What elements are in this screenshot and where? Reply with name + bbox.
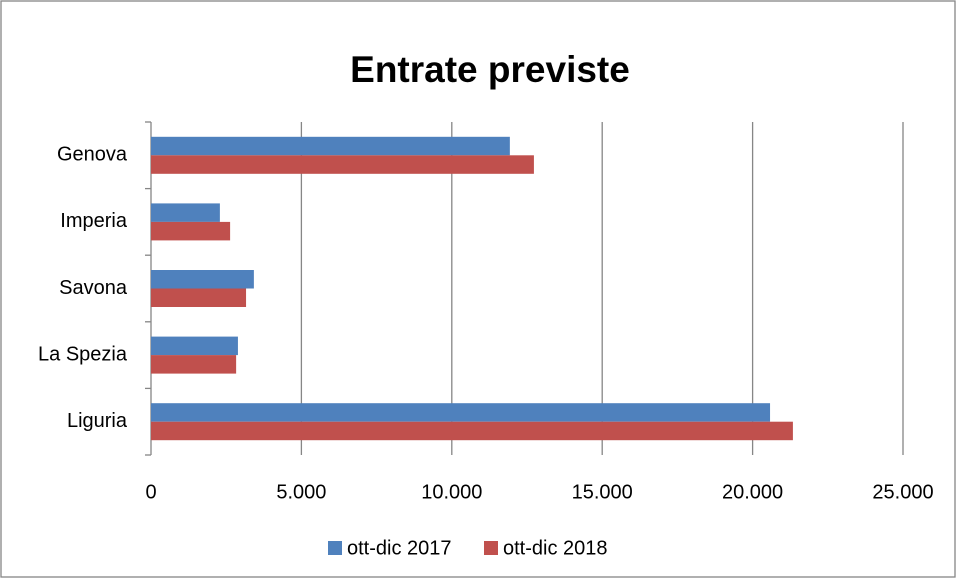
y-tick-label: Genova: [57, 144, 128, 166]
bar: [151, 136, 510, 156]
legend-swatch: [484, 541, 498, 555]
x-tick-label: 0: [145, 481, 156, 503]
y-tick-label: La Spezia: [38, 343, 128, 365]
bar: [151, 421, 793, 441]
bar: [151, 155, 534, 174]
y-tick-label: Liguria: [67, 410, 128, 432]
bar: [151, 355, 237, 374]
x-tick-label: 10.000: [421, 481, 482, 503]
y-tick-label: Savona: [59, 277, 128, 299]
bar: [151, 221, 231, 241]
legend-label: ott-dic 2017: [347, 537, 452, 559]
chart-title: Entrate previste: [350, 49, 630, 90]
x-tick-label: 5.000: [276, 481, 326, 503]
bar: [151, 336, 238, 356]
bar: [151, 203, 220, 222]
bar: [151, 403, 771, 422]
x-tick-label: 20.000: [722, 481, 783, 503]
x-tick-label: 25.000: [872, 481, 933, 503]
x-tick-label: 15.000: [572, 481, 633, 503]
y-tick-label: Imperia: [60, 210, 128, 232]
legend-swatch: [328, 541, 342, 555]
bar: [151, 270, 254, 289]
legend-label: ott-dic 2018: [503, 537, 608, 559]
bar: [151, 288, 247, 307]
